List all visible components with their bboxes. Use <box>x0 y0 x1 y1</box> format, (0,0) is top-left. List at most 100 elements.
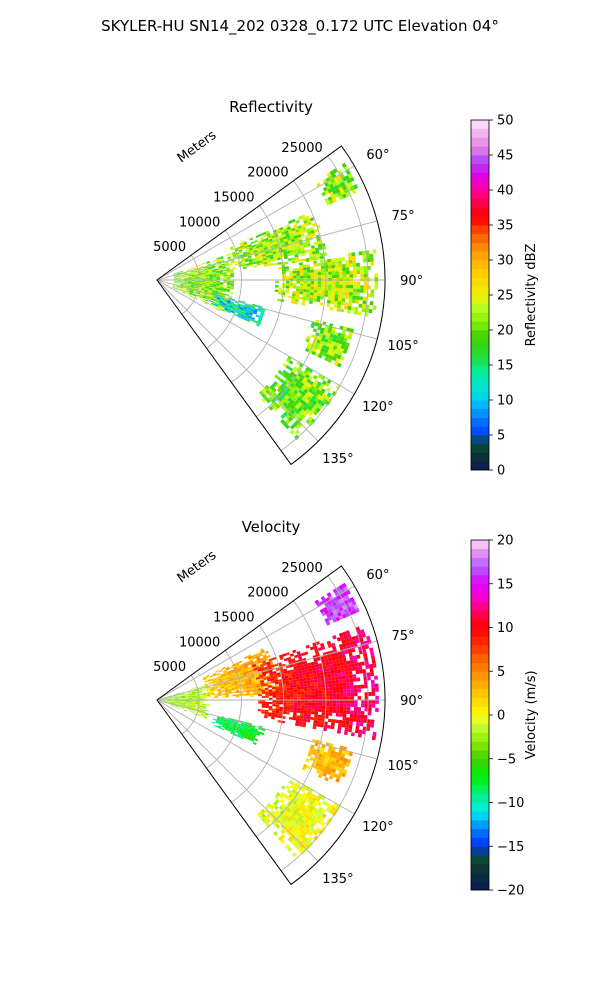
echo-cell <box>285 680 290 684</box>
echo-cell <box>340 668 345 673</box>
echo-cell <box>308 416 314 422</box>
echo-cell <box>181 701 186 703</box>
echo-cell <box>285 409 291 415</box>
echo-cell <box>217 294 222 297</box>
echo-cell <box>242 685 246 688</box>
echo-cell <box>185 292 189 295</box>
echo-cell <box>350 663 355 668</box>
echo-cell <box>304 398 310 404</box>
echo-cell <box>284 378 290 384</box>
echo-cell <box>344 649 349 655</box>
echo-cell <box>289 378 294 383</box>
angular-tick-label: 90° <box>400 694 423 709</box>
echo-cell <box>244 734 249 738</box>
echo-cell <box>207 679 212 682</box>
echo-cell <box>248 260 253 264</box>
echo-cell <box>276 252 281 256</box>
echo-cell <box>360 277 364 282</box>
echo-cell <box>297 421 303 427</box>
echo-cell <box>295 219 300 224</box>
echo-cell <box>263 247 268 251</box>
echo-cell <box>218 304 222 307</box>
echo-cell <box>185 701 189 703</box>
echo-cell <box>219 288 224 290</box>
echo-cell <box>275 695 280 698</box>
echo-cell <box>324 325 330 330</box>
echo-cell <box>312 807 318 813</box>
echo-cell <box>310 744 315 749</box>
echo-cell <box>302 675 307 679</box>
echo-cell <box>327 258 332 263</box>
echo-cell <box>218 678 223 681</box>
echo-cell <box>300 374 306 380</box>
echo-cell <box>343 337 348 343</box>
echo-cell <box>224 685 228 688</box>
colorbar-segment <box>471 251 489 261</box>
echo-cell <box>289 798 294 803</box>
echo-cell <box>354 699 358 704</box>
echo-cell <box>299 399 305 405</box>
echo-cell <box>278 287 283 291</box>
echo-cell <box>322 727 327 732</box>
echo-cell <box>199 703 203 705</box>
echo-cell <box>264 237 269 242</box>
echo-cell <box>346 696 351 700</box>
echo-cell <box>252 311 257 315</box>
echo-cell <box>221 676 226 680</box>
echo-cell <box>302 826 308 832</box>
echo-cell <box>286 695 291 698</box>
echo-cell <box>339 699 344 704</box>
colorbar-segment <box>471 233 489 243</box>
echo-cell <box>324 197 330 203</box>
echo-cell <box>357 311 362 316</box>
echo-cell <box>220 308 225 312</box>
echo-cell <box>181 695 186 697</box>
echo-cell <box>274 679 279 683</box>
echo-cell <box>314 272 318 276</box>
echo-cell <box>255 243 260 247</box>
echo-cell <box>268 697 273 700</box>
echo-cell <box>282 236 287 240</box>
echo-cell <box>332 189 338 195</box>
echo-cell <box>296 368 301 373</box>
echo-cell <box>175 288 180 290</box>
echo-cell <box>353 685 358 689</box>
echo-cell <box>191 282 196 284</box>
echo-cell <box>188 694 193 696</box>
echo-cell <box>291 852 298 858</box>
echo-cell <box>188 278 192 279</box>
echo-cell <box>213 685 217 688</box>
colorbar-segment <box>471 128 489 138</box>
echo-cell <box>261 695 266 698</box>
echo-cell <box>246 661 251 665</box>
echo-cell <box>185 703 189 705</box>
echo-cell <box>177 695 182 697</box>
echo-cell <box>346 633 352 639</box>
echo-cell <box>294 226 299 231</box>
echo-cell <box>265 705 269 709</box>
echo-cell <box>230 669 235 672</box>
echo-cell <box>221 666 226 670</box>
echo-cell <box>353 692 358 697</box>
echo-cell <box>327 616 333 622</box>
echo-cell <box>359 722 364 727</box>
echo-cell <box>271 383 277 388</box>
echo-cell <box>320 645 326 651</box>
echo-cell <box>188 705 192 708</box>
echo-cell <box>205 276 210 278</box>
echo-cell <box>209 284 213 287</box>
echo-cell <box>282 246 287 250</box>
echo-cell <box>269 242 274 247</box>
radial-gridline <box>231 205 285 383</box>
echo-cell <box>288 373 293 379</box>
echo-cell <box>215 679 219 682</box>
echo-cell <box>240 257 245 260</box>
echo-cell <box>330 606 336 612</box>
echo-cell <box>178 700 182 701</box>
echo-cell <box>328 680 333 685</box>
echo-cell <box>191 273 195 275</box>
echo-cell <box>293 699 298 703</box>
echo-cell <box>258 674 263 678</box>
echo-cell <box>179 271 184 274</box>
echo-cell <box>201 689 206 691</box>
